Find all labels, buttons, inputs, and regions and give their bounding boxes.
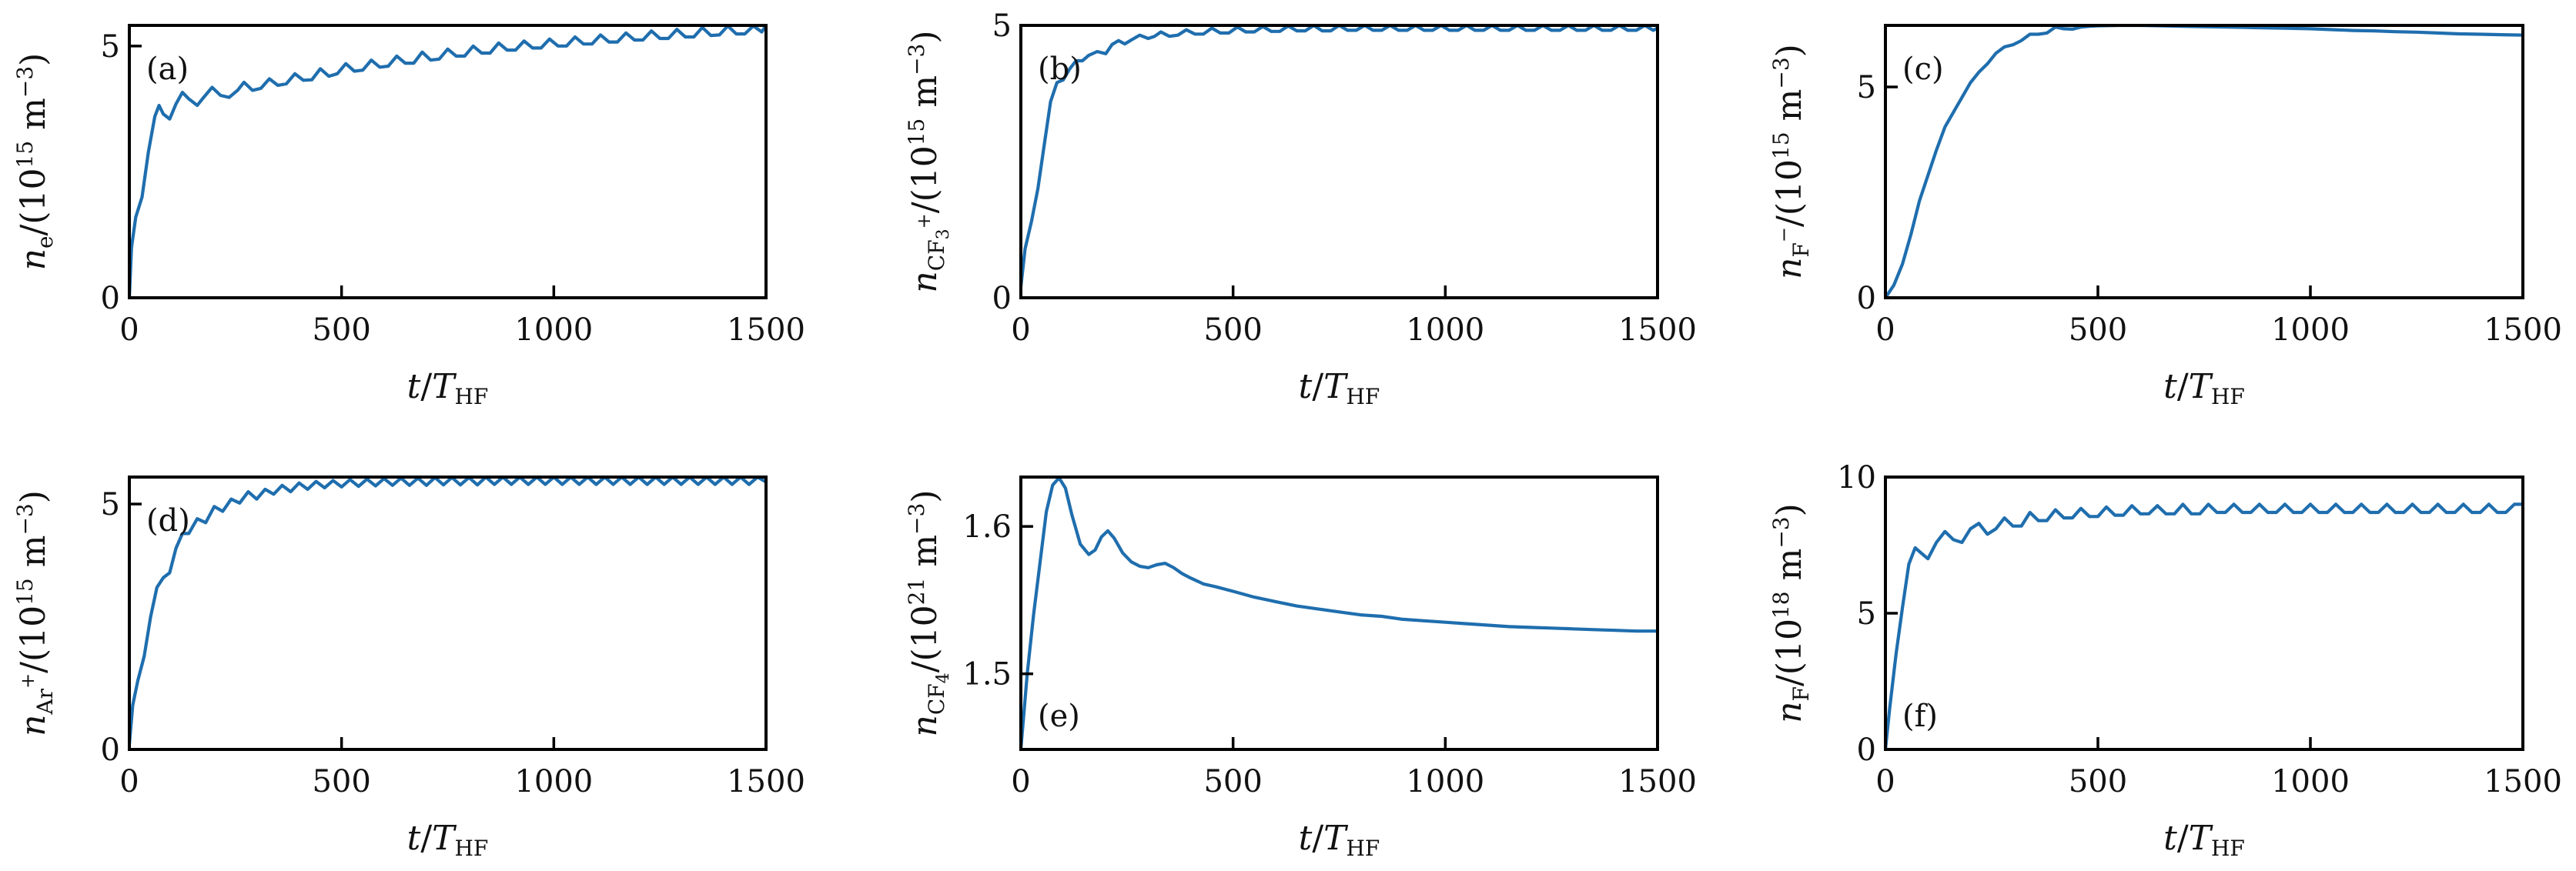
- panel-label: (e): [1038, 699, 1080, 734]
- series-line-f: [1885, 502, 2523, 749]
- x-tick-label: 0: [1011, 312, 1030, 348]
- y-axis-label: nF/(1018 m−3): [1768, 503, 1814, 723]
- series-line-d: [129, 476, 766, 746]
- x-tick-label: 1500: [727, 764, 805, 799]
- x-tick-label: 500: [312, 764, 370, 799]
- y-tick-label: 5: [992, 8, 1012, 44]
- x-tick-label: 1000: [514, 312, 593, 348]
- x-axis-label: t/THF: [407, 819, 489, 861]
- series-line-e: [1021, 476, 1658, 749]
- x-axis-label: t/THF: [1299, 367, 1380, 409]
- x-tick-label: 500: [312, 312, 370, 348]
- y-tick-label: 5: [101, 29, 120, 65]
- panel-a: 0 500 1000 1500 0 5 (a) t/THF ne/(1015 m−3): [12, 24, 805, 409]
- axes-frame-f: [1884, 476, 2524, 751]
- x-tick-label: 1000: [1406, 312, 1484, 348]
- y-tick-label: 0: [992, 281, 1012, 316]
- x-tick-label: 1000: [2271, 312, 2350, 348]
- panel-e: 0 500 1000 1500 1.5 1.6 (e) t/THF nCF4/(1021 m−3…: [904, 476, 1697, 861]
- y-axis-label: ne/(1015 m−3): [12, 53, 58, 271]
- axes-frame-a: [128, 24, 768, 299]
- y-tick-label: 0: [1857, 281, 1876, 316]
- y-tick-label: 10: [1837, 460, 1876, 496]
- x-axis-label: t/THF: [1299, 819, 1380, 861]
- series-line-c: [1885, 24, 2523, 298]
- y-axis-label: nCF3+/(1015 m−3): [904, 30, 953, 292]
- panel-b: 0 500 1000 1500 0 5 (b) t/THF nCF3+/(1015 m−3): [904, 8, 1697, 409]
- x-axis-label: t/THF: [2163, 367, 2245, 409]
- x-axis-label: t/THF: [2163, 819, 2245, 861]
- series-line-a: [129, 24, 766, 298]
- x-tick-label: 1000: [514, 764, 593, 799]
- y-axis-label: nAr+/(1015 m−3): [12, 490, 58, 736]
- x-tick-label: 0: [1875, 312, 1895, 348]
- panel-d: 0 500 1000 1500 0 5 (d) t/THF nAr+/(1015 m−3): [12, 476, 805, 861]
- axes-frame-d: [128, 476, 768, 751]
- panel-label: (b): [1038, 52, 1082, 87]
- y-tick-label: 5: [1857, 70, 1876, 105]
- x-tick-label: 0: [119, 764, 139, 799]
- y-tick-label: 1.6: [962, 509, 1012, 545]
- x-tick-label: 0: [1875, 764, 1895, 799]
- axes-frame-e: [1019, 476, 1659, 751]
- axes-frame-b: [1019, 24, 1659, 299]
- x-tick-label: 0: [119, 312, 139, 348]
- x-tick-label: 0: [1011, 764, 1030, 799]
- x-tick-label: 1500: [1618, 764, 1697, 799]
- panel-label: (c): [1902, 52, 1944, 87]
- y-tick-label: 5: [101, 487, 120, 522]
- x-tick-label: 1500: [2484, 764, 2562, 799]
- x-tick-label: 1000: [2271, 764, 2350, 799]
- x-tick-label: 500: [1203, 764, 1262, 799]
- panel-c: 0 500 1000 1500 0 5 (c) t/THF nF−/(1015 m−3): [1768, 24, 2562, 409]
- y-tick-label: 0: [1857, 733, 1876, 768]
- y-tick-label: 0: [101, 733, 120, 768]
- x-tick-label: 500: [2069, 312, 2127, 348]
- x-axis-label: t/THF: [407, 367, 489, 409]
- y-tick-label: 0: [101, 281, 120, 316]
- series-line-b: [1021, 24, 1658, 289]
- x-tick-label: 1000: [1406, 764, 1484, 799]
- x-tick-label: 1500: [727, 312, 805, 348]
- panel-label: (d): [146, 503, 190, 539]
- y-axis-label: nCF4/(1021 m−3): [904, 490, 953, 737]
- y-axis-label: nF−/(1015 m−3): [1768, 44, 1814, 279]
- x-tick-label: 500: [2069, 764, 2127, 799]
- panel-f: 0 500 1000 1500 0 5 10 (f) t/THF nF/(1018 m−3): [1768, 460, 2562, 861]
- panel-label: (f): [1902, 699, 1938, 734]
- x-tick-label: 500: [1203, 312, 1262, 348]
- y-tick-label: 1.5: [962, 657, 1012, 692]
- x-tick-label: 1500: [2484, 312, 2562, 348]
- y-tick-label: 5: [1857, 596, 1876, 632]
- x-tick-label: 1500: [1618, 312, 1697, 348]
- panel-label: (a): [146, 52, 189, 87]
- axes-frame-c: [1884, 24, 2524, 299]
